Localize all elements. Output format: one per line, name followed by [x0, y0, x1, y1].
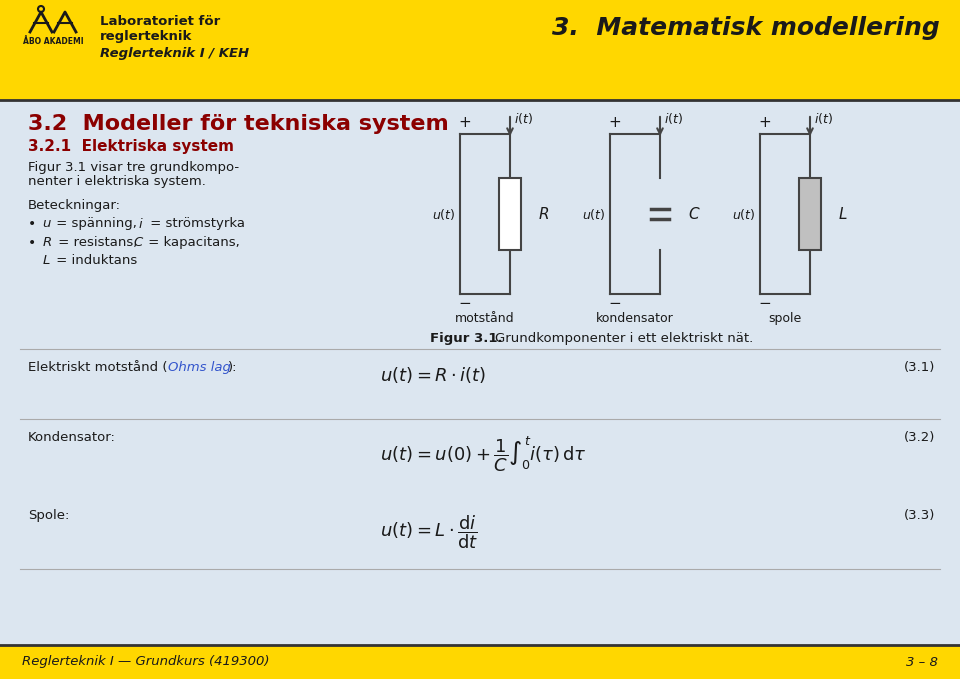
Text: motstånd: motstånd: [455, 312, 515, 325]
Text: Reglerteknik I — Grundkurs (419300): Reglerteknik I — Grundkurs (419300): [22, 655, 270, 669]
Text: kondensator: kondensator: [596, 312, 674, 325]
Text: −: −: [758, 296, 771, 311]
Text: $u(t)$: $u(t)$: [732, 206, 756, 221]
Text: 3.  Matematisk modellering: 3. Matematisk modellering: [552, 16, 940, 40]
Text: $i(t)$: $i(t)$: [814, 111, 833, 126]
Text: $L$: $L$: [838, 206, 848, 222]
Text: = spänning,: = spänning,: [52, 217, 141, 230]
Text: $R$: $R$: [538, 206, 549, 222]
Text: +: +: [758, 115, 771, 130]
Text: spole: spole: [768, 312, 802, 325]
Text: Figur 3.1.: Figur 3.1.: [430, 332, 503, 345]
Text: Laboratoriet för: Laboratoriet för: [100, 15, 220, 28]
Text: $u$: $u$: [42, 217, 52, 230]
Text: = resistans,: = resistans,: [54, 236, 142, 249]
Text: nenter i elektriska system.: nenter i elektriska system.: [28, 175, 205, 188]
Text: Figur 3.1 visar tre grundkompo-: Figur 3.1 visar tre grundkompo-: [28, 161, 239, 174]
Text: $i$: $i$: [138, 217, 144, 231]
Text: Reglerteknik I / KEH: Reglerteknik I / KEH: [100, 47, 250, 60]
Text: = induktans: = induktans: [52, 254, 137, 267]
Text: Grundkomponenter i ett elektriskt nät.: Grundkomponenter i ett elektriskt nät.: [495, 332, 754, 345]
Text: $L$: $L$: [42, 254, 51, 267]
Text: Ohms lag: Ohms lag: [168, 361, 230, 374]
Text: $C$: $C$: [688, 206, 701, 222]
Text: $i(t)$: $i(t)$: [514, 111, 533, 126]
Text: = kapacitans,: = kapacitans,: [144, 236, 240, 249]
Bar: [0, 645, 960, 679]
Text: $C$: $C$: [133, 236, 144, 249]
Text: $u(t) = u(0) + \dfrac{1}{C}\int_0^{t} i(\tau)\,\mathrm{d}\tau$: $u(t) = u(0) + \dfrac{1}{C}\int_0^{t} i(…: [380, 435, 587, 474]
Text: •: •: [28, 236, 36, 250]
Text: +: +: [458, 115, 470, 130]
Text: ):: ):: [228, 361, 237, 374]
Text: Elektriskt motstånd (: Elektriskt motstånd (: [28, 361, 167, 374]
Text: Spole:: Spole:: [28, 509, 69, 522]
Text: $R$: $R$: [42, 236, 52, 249]
Text: •: •: [28, 217, 36, 231]
Text: −: −: [458, 296, 470, 311]
Bar: [499, 178, 521, 250]
Bar: [799, 178, 821, 250]
Text: 3.2.1  Elektriska system: 3.2.1 Elektriska system: [28, 139, 234, 154]
Bar: [0, 0, 960, 100]
Text: (3.3): (3.3): [903, 509, 935, 522]
Text: reglerteknik: reglerteknik: [100, 30, 192, 43]
Text: +: +: [608, 115, 621, 130]
Text: (3.1): (3.1): [903, 361, 935, 374]
Text: −: −: [608, 296, 621, 311]
Text: 3 – 8: 3 – 8: [906, 655, 938, 669]
Text: (3.2): (3.2): [903, 431, 935, 444]
Text: $u(t) = L \cdot \dfrac{\mathrm{d}i}{\mathrm{d}t}$: $u(t) = L \cdot \dfrac{\mathrm{d}i}{\mat…: [380, 513, 478, 551]
Text: $i(t)$: $i(t)$: [664, 111, 684, 126]
Text: 3.2  Modeller för tekniska system: 3.2 Modeller för tekniska system: [28, 114, 448, 134]
Text: ÅBO AKADEMI: ÅBO AKADEMI: [23, 37, 84, 46]
Text: = strömstyrka: = strömstyrka: [146, 217, 245, 230]
Text: Kondensator:: Kondensator:: [28, 431, 116, 444]
Text: $u(t) = R \cdot i(t)$: $u(t) = R \cdot i(t)$: [380, 365, 487, 385]
Text: Beteckningar:: Beteckningar:: [28, 199, 121, 212]
Text: $u(t)$: $u(t)$: [433, 206, 456, 221]
Text: $u(t)$: $u(t)$: [583, 206, 606, 221]
